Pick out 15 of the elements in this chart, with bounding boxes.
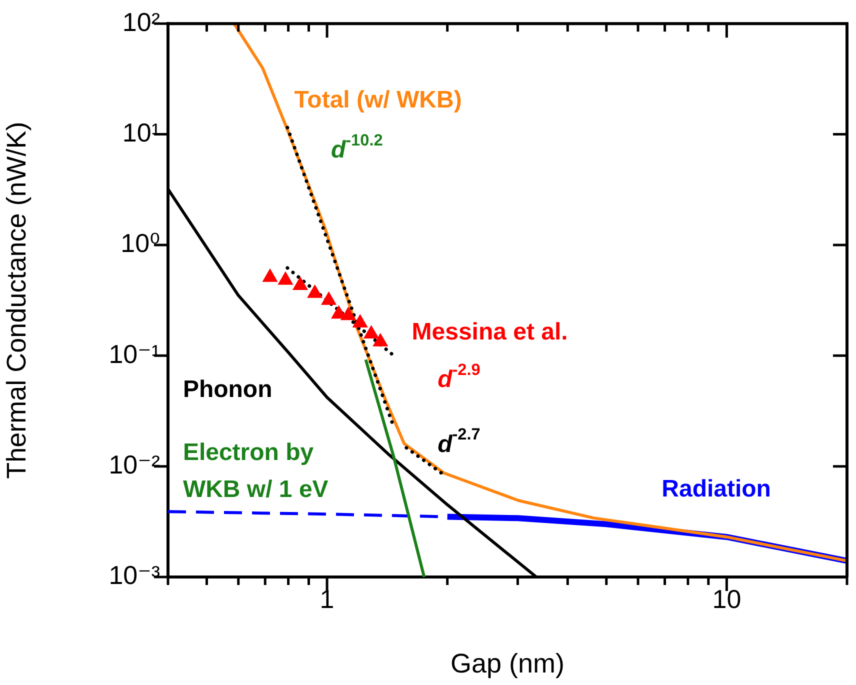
y-axis-title: Thermal Conductance (nW/K): [2, 122, 32, 479]
series-label: Messina et al.: [412, 318, 568, 346]
x-tick-label: 10: [712, 584, 742, 614]
series-label: Radiation: [662, 476, 771, 503]
x-axis-title: Gap (nm): [450, 648, 565, 678]
y-tick-label: 10⁻¹: [108, 338, 160, 369]
text: Electron by WKB w/ 1 eV: [182, 439, 328, 504]
series-label: Total (w/ WKB): [294, 86, 462, 114]
y-tick-label: 10⁻³: [108, 560, 160, 590]
series-label: Phonon: [182, 376, 272, 404]
x-tick-label: 1: [320, 584, 334, 614]
y-tick-label: 10¹: [122, 117, 160, 148]
y-tick-label: 10⁰: [120, 228, 160, 258]
y-tick-label: 10²: [122, 6, 160, 37]
y-tick-label: 10⁻²: [108, 449, 160, 480]
